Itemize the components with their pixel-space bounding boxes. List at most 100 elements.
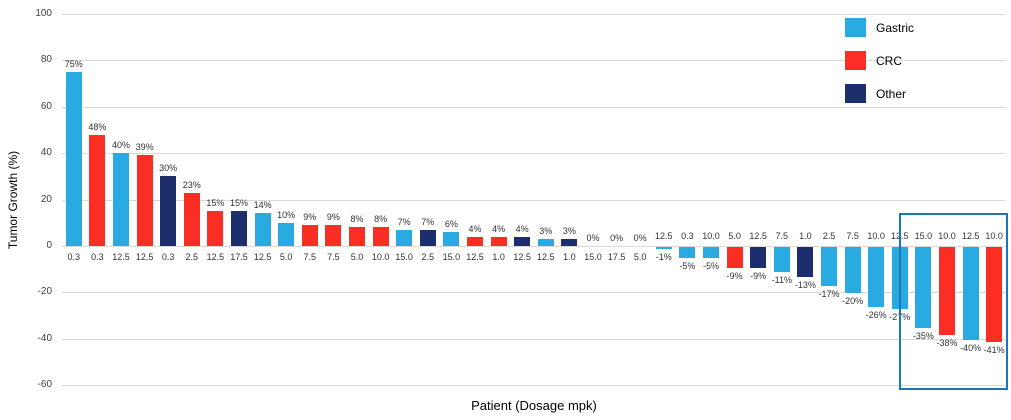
bar-value-label: -11%: [771, 275, 792, 286]
y-tick-label: 80: [40, 54, 52, 66]
bar-dosage-label: 15.0: [442, 251, 461, 262]
bar-dosage-label: 2.5: [185, 251, 199, 262]
bar-dosage-label: 0.3: [91, 251, 104, 262]
gridline: [62, 106, 1006, 108]
bar-dosage-label: 17.5: [607, 251, 626, 262]
legend-swatch-other: [845, 84, 866, 103]
bar-value-label: 7%: [421, 216, 435, 227]
bar: [490, 236, 507, 246]
bar-dosage-label: 1.0: [492, 251, 505, 262]
bar-value-label: 3%: [562, 225, 576, 236]
bar-dosage-label: 5.0: [633, 251, 647, 262]
legend-item-crc: CRC: [845, 51, 914, 70]
bar-dosage-label: 10.0: [985, 230, 1003, 241]
bar-dosage-label: 10.0: [371, 251, 390, 262]
bar: [419, 229, 436, 246]
bar: [207, 211, 224, 246]
bar-value-label: 39%: [135, 142, 154, 153]
bar: [183, 192, 200, 246]
bar-value-label: -13%: [794, 280, 816, 291]
bar-dosage-label: 17.5: [230, 251, 248, 262]
y-tick-label: -20: [37, 286, 52, 298]
bar-value-label: 0%: [633, 232, 647, 243]
bar: [113, 153, 129, 246]
bar-dosage-label: 12.5: [466, 251, 484, 262]
bar: [821, 246, 837, 287]
bar-dosage-label: 10.0: [702, 230, 720, 241]
legend-item-other: Other: [845, 84, 914, 103]
legend-label: Gastric: [876, 20, 915, 35]
gridline: [62, 385, 1006, 386]
legend-item-gastric: Gastric: [845, 18, 914, 37]
bar-dosage-label: 10.0: [867, 230, 885, 241]
gridline: [62, 153, 1006, 155]
bar: [514, 236, 531, 246]
bar-value-label: 7%: [397, 216, 411, 227]
bar-value-label: -38%: [936, 337, 958, 348]
bar-value-label: -40%: [960, 342, 982, 353]
bar: [301, 225, 318, 246]
bar: [160, 176, 177, 246]
bar: [962, 246, 979, 340]
legend-swatch-gastric: [845, 18, 866, 37]
bar-dosage-label: 7.5: [303, 251, 317, 262]
bar: [231, 211, 247, 246]
bar: [372, 227, 389, 246]
bar-value-label: 15%: [229, 198, 248, 209]
legend-swatch-crc: [845, 51, 866, 70]
bar-dosage-label: 12.5: [206, 251, 225, 262]
bar-dosage-label: 0.3: [681, 230, 694, 241]
bar-value-label: 10%: [277, 209, 296, 220]
bar: [136, 155, 153, 246]
bar: [797, 246, 814, 278]
bar-value-label: 4%: [468, 223, 482, 234]
bar-dosage-label: 12.5: [253, 251, 272, 262]
bar-dosage-label: 15.0: [395, 251, 413, 262]
bar: [467, 236, 483, 246]
bar-value-label: 4%: [515, 223, 529, 234]
bar-dosage-label: 7.5: [846, 230, 859, 241]
y-tick-label: 60: [40, 100, 52, 112]
bar: [655, 246, 672, 250]
bar: [349, 227, 365, 246]
bar: [868, 246, 885, 308]
bar: [986, 246, 1003, 342]
bar-value-label: 48%: [88, 121, 107, 132]
bar: [915, 246, 932, 329]
y-tick-label: -60: [37, 379, 52, 390]
bar: [537, 238, 554, 246]
bar: [89, 134, 106, 246]
bar: [773, 246, 790, 273]
bar-value-label: 0%: [610, 232, 624, 243]
bar-value-label: 30%: [159, 163, 178, 174]
y-axis-title: Tumor Growth (%): [6, 150, 20, 250]
bar-value-label: 8%: [374, 214, 388, 225]
bar-value-label: 9%: [326, 212, 340, 222]
bar-dosage-label: 15.0: [914, 230, 933, 241]
bar-value-label: -5%: [679, 261, 696, 272]
bar-value-label: -9%: [750, 270, 767, 281]
bar-dosage-label: 2.5: [822, 230, 836, 241]
bar-dosage-label: 12.5: [749, 230, 767, 241]
bar: [939, 246, 955, 335]
bar: [703, 246, 719, 259]
bar-dosage-label: 7.5: [775, 230, 789, 241]
x-axis-title: Patient (Dosage mpk): [471, 398, 597, 413]
y-tick-label: 40: [40, 147, 52, 159]
bar: [278, 222, 295, 246]
legend-label: CRC: [876, 53, 902, 68]
bar-value-label: 23%: [182, 179, 201, 190]
bar-dosage-label: 12.5: [537, 251, 555, 262]
bar-dosage-label: 0.3: [67, 251, 81, 262]
highlight-box: [898, 212, 1008, 390]
gridline: [62, 14, 1006, 15]
bar: [325, 225, 342, 246]
bar-value-label: -1%: [655, 252, 672, 263]
legend: Gastric CRC Other: [845, 18, 914, 103]
bar: [254, 213, 271, 246]
bar-dosage-label: 7.5: [327, 251, 340, 262]
gridline: [62, 60, 1006, 62]
bar-value-label: -41%: [983, 344, 1005, 355]
bar: [726, 246, 743, 268]
